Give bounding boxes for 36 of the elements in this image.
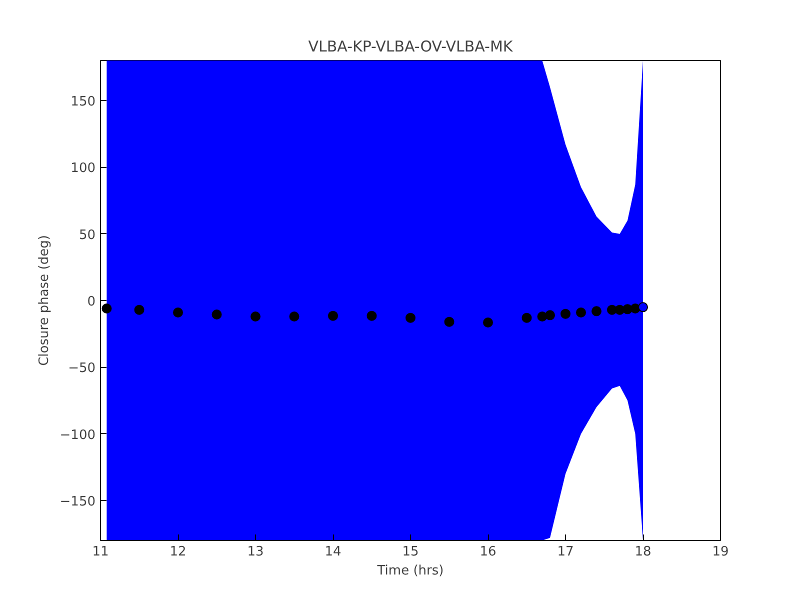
x-tick-label: 11 <box>92 544 109 560</box>
x-tick-label: 16 <box>480 544 496 560</box>
x-tick-label: 15 <box>402 544 419 560</box>
chart-title: VLBA-KP-VLBA-OV-VLBA-MK <box>308 38 514 56</box>
y-axis-title: Closure phase (deg) <box>36 235 52 366</box>
x-tick-label: 12 <box>170 544 186 560</box>
point <box>406 312 416 323</box>
x-axis-title: Time (hrs) <box>376 564 444 578</box>
point <box>212 310 222 320</box>
x-tick-label: 19 <box>712 544 729 560</box>
point <box>576 308 586 318</box>
y-tick-label: −100 <box>60 428 96 443</box>
point <box>444 316 454 327</box>
point <box>522 312 532 323</box>
y-tick-label: 150 <box>70 94 96 110</box>
point <box>638 302 648 312</box>
point <box>289 312 300 322</box>
y-tick-label: −150 <box>60 494 96 510</box>
point <box>250 312 260 322</box>
point <box>328 310 338 321</box>
y-tick-label: −50 <box>68 361 96 376</box>
point <box>560 308 570 319</box>
x-tick-label: 18 <box>634 544 652 560</box>
point <box>592 306 602 316</box>
point <box>483 318 493 328</box>
x-tick-label: 13 <box>247 544 264 560</box>
x-tick-label: 17 <box>557 544 574 560</box>
point <box>102 304 112 314</box>
point <box>366 310 377 321</box>
y-tick-label: 100 <box>70 161 96 176</box>
point <box>173 308 183 318</box>
x-tick-label: 14 <box>324 544 342 560</box>
point <box>134 304 144 315</box>
y-tick-label: 0 <box>87 294 96 310</box>
y-tick-label: 50 <box>78 228 96 243</box>
point <box>545 310 555 320</box>
